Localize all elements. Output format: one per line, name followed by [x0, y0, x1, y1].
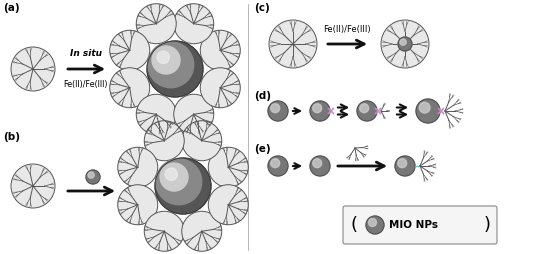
Circle shape: [310, 156, 330, 176]
Circle shape: [160, 163, 188, 191]
Circle shape: [182, 211, 222, 251]
Circle shape: [155, 158, 211, 214]
Circle shape: [381, 20, 429, 68]
Text: (: (: [351, 216, 358, 234]
Circle shape: [144, 121, 184, 161]
Circle shape: [357, 101, 377, 121]
Text: (e): (e): [254, 144, 271, 154]
Circle shape: [313, 104, 322, 113]
Circle shape: [269, 20, 317, 68]
Circle shape: [268, 101, 288, 121]
Circle shape: [416, 99, 440, 123]
Circle shape: [395, 156, 415, 176]
Circle shape: [136, 94, 176, 134]
Circle shape: [144, 211, 184, 251]
Circle shape: [400, 39, 406, 45]
Text: ): ): [484, 216, 491, 234]
Text: MIO NPs: MIO NPs: [389, 220, 438, 230]
Circle shape: [200, 30, 240, 70]
Text: Fe(II)/Fe(III): Fe(II)/Fe(III): [64, 80, 108, 89]
Text: (c): (c): [254, 3, 270, 13]
Circle shape: [157, 51, 169, 64]
Circle shape: [118, 185, 158, 225]
Circle shape: [271, 104, 280, 113]
Circle shape: [366, 216, 384, 234]
Circle shape: [110, 68, 150, 108]
Circle shape: [86, 170, 100, 184]
Circle shape: [11, 164, 55, 208]
Circle shape: [268, 156, 288, 176]
Circle shape: [398, 159, 406, 168]
Text: Fe(II)/Fe(III): Fe(II)/Fe(III): [323, 25, 371, 34]
Circle shape: [156, 159, 202, 205]
Circle shape: [11, 47, 55, 91]
Circle shape: [200, 68, 240, 108]
Circle shape: [360, 104, 368, 113]
Circle shape: [313, 159, 322, 168]
Circle shape: [271, 159, 280, 168]
Circle shape: [88, 172, 94, 178]
Text: (b): (b): [3, 132, 20, 142]
Circle shape: [148, 42, 194, 88]
Circle shape: [174, 94, 214, 134]
FancyBboxPatch shape: [343, 206, 497, 244]
Circle shape: [310, 101, 330, 121]
Circle shape: [368, 218, 377, 227]
Circle shape: [208, 147, 248, 187]
Text: (d): (d): [254, 91, 271, 101]
Text: In situ: In situ: [70, 49, 102, 58]
Circle shape: [398, 37, 412, 51]
Circle shape: [110, 30, 150, 70]
Circle shape: [118, 147, 158, 187]
Circle shape: [419, 102, 430, 113]
Circle shape: [165, 168, 178, 180]
Circle shape: [208, 185, 248, 225]
Text: (a): (a): [3, 3, 20, 13]
Circle shape: [147, 41, 203, 97]
Circle shape: [174, 4, 214, 44]
Circle shape: [152, 46, 180, 74]
Circle shape: [136, 4, 176, 44]
Circle shape: [182, 121, 222, 161]
